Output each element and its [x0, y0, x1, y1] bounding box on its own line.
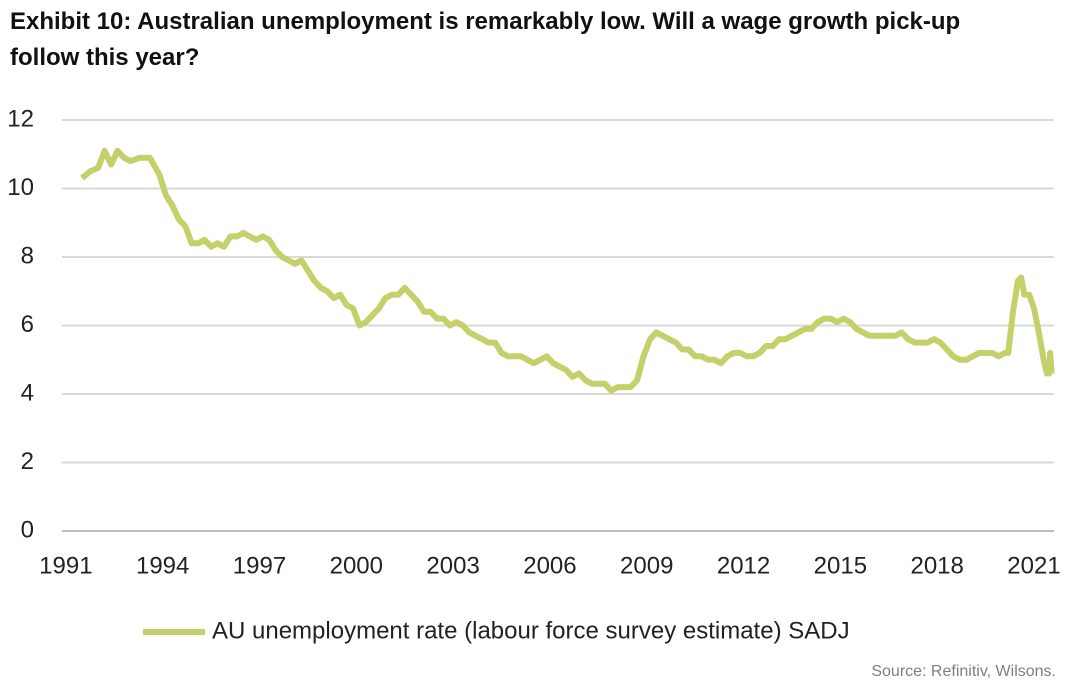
y-tick-label: 0 — [21, 516, 34, 543]
x-tick-label: 2006 — [523, 552, 576, 579]
x-tick-label: 2012 — [717, 552, 770, 579]
source-note: Source: Refinitiv, Wilsons. — [871, 663, 1056, 680]
chart-title: Exhibit 10: Australian unemployment is r… — [10, 8, 961, 71]
x-tick-label: 2021 — [1007, 552, 1060, 579]
x-tick-label: 2003 — [426, 552, 479, 579]
y-tick-label: 12 — [7, 105, 34, 132]
y-tick-label: 8 — [21, 242, 34, 269]
x-tick-label: 2015 — [814, 552, 867, 579]
x-tick-label: 1991 — [39, 552, 92, 579]
y-tick-label: 4 — [21, 379, 34, 406]
x-tick-label: 2018 — [910, 552, 963, 579]
x-tick-label: 1994 — [136, 552, 189, 579]
y-tick-label: 10 — [7, 174, 34, 201]
line-series — [80, 147, 1055, 394]
legend-label: AU unemployment rate (labour force surve… — [212, 617, 850, 644]
y-tick-label: 2 — [21, 448, 34, 475]
x-tick-label: 2009 — [620, 552, 673, 579]
y-tick-label: 6 — [21, 311, 34, 338]
x-tick-label: 2000 — [330, 552, 383, 579]
x-tick-label: 1997 — [233, 552, 286, 579]
